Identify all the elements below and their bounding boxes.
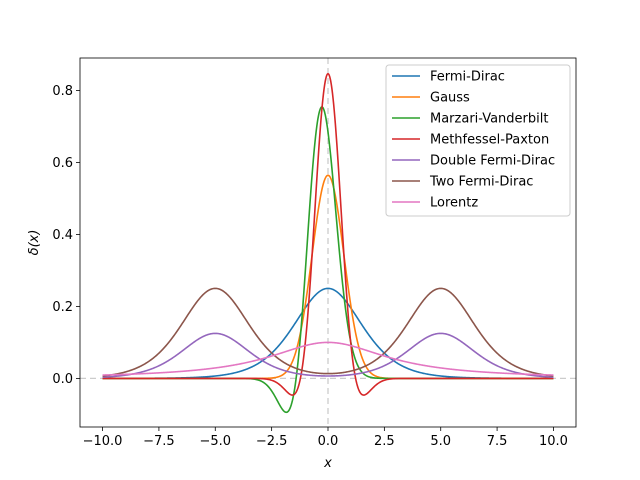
legend-frame [385,64,571,217]
x-tick-label: −2.5 [256,434,288,449]
legend-label: Marzari-Vanderbilt [430,112,548,127]
x-axis-ticks: −10.0 −7.5 −5.0 −2.5 0.0 2.5 5.0 7.5 10.0 [83,427,568,449]
x-tick-label: 2.5 [374,434,395,449]
x-tick-label: 5.0 [430,434,451,449]
legend-label: Methfessel-Paxton [430,133,549,148]
series-line-double-fermi-dirac [102,332,554,378]
legend-label: Gauss [430,91,470,106]
x-tick-label: −5.0 [199,434,231,449]
x-tick-label: 10.0 [539,434,568,449]
x-axis-label: x [323,456,332,471]
y-tick-label: 0.0 [52,372,73,387]
series-line-two-fermi-dirac [102,287,554,377]
legend: Fermi-Dirac Gauss Marzari-Vanderbilt Methfe… [385,64,571,217]
legend-label: Two Fermi-Dirac [429,175,533,190]
y-axis-label: δ(x) [27,230,42,256]
legend-label: Double Fermi-Dirac [430,154,555,169]
series-line-methfessel-paxton [102,72,554,396]
series-lines [102,72,554,414]
y-axis-ticks: 0.0 0.2 0.4 0.6 0.8 [52,84,80,387]
x-tick-label: −7.5 [143,434,175,449]
y-tick-label: 0.2 [52,300,73,315]
series-line-lorentz [102,341,554,376]
x-tick-label: 7.5 [487,434,508,449]
y-tick-label: 0.8 [52,84,73,99]
legend-label: Fermi-Dirac [430,70,505,85]
x-tick-label: −10.0 [83,434,123,449]
y-tick-label: 0.4 [52,228,73,243]
y-tick-label: 0.6 [52,156,73,171]
legend-label: Lorentz [430,196,478,211]
x-tick-label: 0.0 [318,434,339,449]
